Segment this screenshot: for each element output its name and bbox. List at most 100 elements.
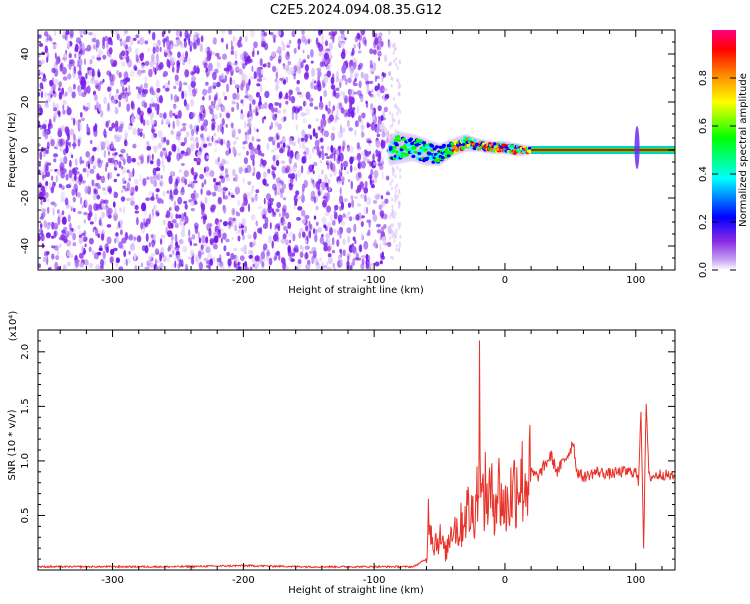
- noise-speckle: [102, 250, 106, 260]
- noise-speckle: [157, 130, 163, 139]
- noise-speckle: [273, 37, 276, 43]
- noise-speckle: [174, 260, 177, 268]
- noise-speckle: [107, 157, 112, 163]
- noise-speckle: [181, 187, 185, 192]
- noise-speckle: [355, 214, 360, 221]
- noise-speckle: [156, 197, 163, 204]
- noise-speckle: [45, 192, 49, 199]
- noise-speckle: [372, 200, 378, 204]
- noise-speckle: [380, 122, 385, 132]
- noise-speckle: [384, 198, 389, 204]
- noise-speckle: [394, 212, 397, 216]
- noise-speckle: [139, 52, 144, 62]
- noise-speckle: [312, 170, 315, 175]
- noise-speckle: [225, 43, 229, 50]
- noise-speckle: [368, 175, 373, 180]
- track-blob: [413, 150, 418, 154]
- noise-speckle: [155, 193, 159, 200]
- noise-speckle: [307, 233, 311, 238]
- noise-speckle: [172, 249, 175, 255]
- noise-speckle: [247, 181, 252, 186]
- noise-speckle: [259, 84, 263, 93]
- noise-speckle: [134, 264, 138, 270]
- noise-speckle: [286, 51, 290, 57]
- noise-speckle: [352, 216, 356, 221]
- noise-speckle: [312, 249, 317, 259]
- noise-speckle: [126, 141, 129, 146]
- noise-speckle: [83, 259, 89, 266]
- noise-speckle: [252, 263, 255, 268]
- noise-speckle: [174, 181, 178, 190]
- noise-speckle: [391, 256, 394, 260]
- noise-speckle: [360, 232, 363, 241]
- noise-speckle: [350, 195, 354, 200]
- noise-speckle: [240, 82, 244, 91]
- noise-speckle: [183, 200, 188, 204]
- noise-speckle: [175, 244, 180, 249]
- noise-speckle: [280, 117, 285, 122]
- noise-speckle: [242, 234, 245, 241]
- noise-speckle: [282, 142, 286, 148]
- noise-speckle: [328, 42, 333, 51]
- noise-speckle: [105, 161, 109, 168]
- noise-speckle: [38, 143, 41, 147]
- noise-speckle: [227, 258, 232, 267]
- noise-speckle: [195, 126, 198, 135]
- noise-speckle: [163, 136, 167, 143]
- noise-speckle: [312, 146, 315, 154]
- noise-speckle: [216, 81, 221, 88]
- noise-speckle: [51, 253, 55, 260]
- noise-speckle: [320, 118, 323, 127]
- noise-speckle: [182, 61, 186, 66]
- noise-speckle: [388, 71, 392, 77]
- noise-speckle: [107, 214, 112, 219]
- noise-speckle: [80, 76, 86, 86]
- noise-speckle: [216, 185, 222, 193]
- x-tick-label: 100: [626, 275, 645, 286]
- noise-speckle: [62, 93, 67, 97]
- noise-speckle: [239, 113, 245, 120]
- noise-speckle: [243, 250, 248, 255]
- noise-speckle: [326, 145, 330, 151]
- noise-speckle: [373, 170, 379, 179]
- noise-speckle: [50, 139, 55, 147]
- noise-speckle: [191, 256, 195, 265]
- noise-speckle: [170, 223, 174, 229]
- noise-speckle: [334, 30, 338, 35]
- noise-speckle: [77, 139, 81, 147]
- noise-speckle: [95, 39, 100, 48]
- noise-speckle: [44, 130, 50, 134]
- noise-speckle: [159, 262, 164, 269]
- track-blob: [397, 138, 402, 142]
- noise-speckle: [102, 36, 105, 46]
- noise-speckle: [230, 40, 233, 47]
- noise-speckle: [95, 264, 101, 270]
- noise-speckle: [107, 86, 111, 92]
- noise-speckle: [391, 113, 394, 118]
- noise-speckle: [259, 226, 263, 235]
- noise-speckle: [337, 154, 341, 162]
- noise-speckle: [311, 255, 314, 265]
- noise-speckle: [213, 114, 218, 120]
- noise-speckle: [323, 224, 327, 229]
- noise-speckle: [392, 51, 395, 55]
- noise-speckle: [390, 83, 393, 88]
- noise-speckle: [372, 214, 378, 222]
- noise-speckle: [218, 180, 221, 186]
- noise-speckle: [200, 133, 204, 139]
- noise-speckle: [120, 156, 125, 161]
- noise-speckle: [103, 192, 108, 196]
- noise-speckle: [93, 203, 98, 211]
- noise-speckle: [397, 194, 399, 199]
- noise-speckle: [259, 163, 262, 168]
- noise-speckle: [346, 227, 352, 234]
- noise-speckle: [351, 47, 355, 56]
- noise-speckle: [190, 207, 195, 212]
- noise-speckle: [134, 185, 139, 192]
- noise-speckle: [147, 47, 150, 53]
- noise-speckle: [63, 52, 67, 56]
- noise-speckle: [183, 170, 189, 178]
- noise-speckle: [171, 170, 174, 176]
- noise-speckle: [301, 129, 306, 137]
- noise-speckle: [291, 115, 295, 120]
